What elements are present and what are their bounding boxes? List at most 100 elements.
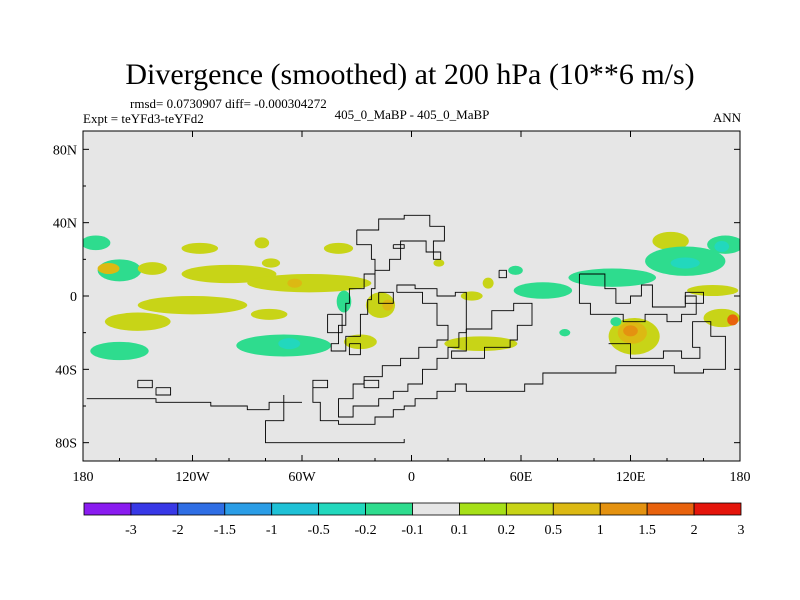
field-region-38: [623, 325, 638, 337]
y-tick-label-0: 80N: [53, 143, 77, 158]
colorbar-box-4: [271, 502, 320, 516]
colorbar-box-8: [459, 502, 507, 516]
land-outline-13: [155, 387, 172, 396]
x-tick-label-5: 120E: [616, 470, 646, 485]
colorbar-box-1: [130, 502, 179, 516]
field-region-18: [343, 334, 377, 350]
land-outline-3: [327, 313, 343, 334]
y-tick-label-2: 0: [70, 290, 77, 305]
land-outline-6: [363, 379, 380, 389]
expt-text: Expt = teYFd3-teYFd2: [83, 111, 204, 126]
land-outline-11: [265, 395, 405, 444]
land-outline-0: [330, 214, 445, 352]
colorbar-label-8: 0.2: [498, 523, 516, 538]
colorbar-box-2: [177, 502, 226, 516]
axis-layer: 180 120W 60W 0 60E 120E 180 80N 40N 0 40S 80S: [53, 131, 751, 485]
land-outline-4: [378, 291, 394, 304]
colorbar-label-11: 1.5: [638, 523, 656, 538]
colorbar-label-12: 2: [691, 523, 698, 538]
field-region-17: [336, 290, 352, 313]
colorbar-label-0: -3: [125, 523, 137, 538]
y-tick-label-1: 40N: [53, 217, 77, 232]
colorbar-label-9: 0.5: [545, 523, 563, 538]
x-tick-label-4: 60E: [510, 470, 533, 485]
land-outline-16: [498, 269, 507, 279]
field-region-0: [83, 235, 111, 251]
field-region-3: [137, 262, 167, 275]
colorbar-box-9: [505, 502, 554, 516]
x-tick-label-0: 180: [73, 470, 94, 485]
stats-text: rmsd= 0.0730907 diff= -0.000304272: [130, 96, 327, 111]
land-outline-9: [684, 291, 704, 304]
land-outline-layer: [86, 214, 726, 461]
colorbar-box-6: [365, 502, 413, 516]
colorbar-box-13: [693, 502, 742, 516]
field-region-22: [460, 291, 483, 301]
y-tick-label-4: 80S: [55, 437, 77, 452]
land-outline-1: [392, 244, 405, 249]
land-outline-5: [338, 284, 467, 418]
colorbar-label-6: -0.1: [401, 523, 423, 538]
colorbar: -3 -2 -1.5 -1 -0.5 -0.2 -0.1 0.1 0.2 0.5 1 1.5 2 3: [83, 502, 745, 538]
land-outline-2: [348, 343, 361, 356]
field-region-33: [687, 285, 739, 296]
colorbar-box-11: [599, 502, 648, 516]
field-region-10: [323, 242, 354, 254]
field-region-19: [365, 292, 396, 318]
field-region-21: [444, 336, 518, 351]
field-region-11: [137, 296, 248, 315]
colorbar-label-7: 0.1: [451, 523, 469, 538]
field-region-30: [670, 257, 700, 269]
chart-title: Divergence (smoothed) at 200 hPa (10**6 …: [125, 58, 694, 91]
x-tick-label-6: 180: [730, 470, 751, 485]
land-outline-14: [86, 398, 302, 411]
field-region-26: [513, 282, 573, 299]
field-region-5: [247, 274, 372, 293]
land-outline-17: [432, 251, 442, 260]
field-region-12: [104, 312, 171, 331]
land-outline-12: [137, 379, 153, 389]
colorbar-box-12: [646, 502, 695, 516]
field-region-8: [254, 237, 270, 249]
colorbar-box-0: [83, 502, 132, 516]
land-outline-8: [578, 273, 697, 323]
field-region-13: [90, 341, 149, 361]
field-region-9: [261, 258, 281, 268]
field-region-28: [652, 231, 689, 251]
field-region-6: [287, 278, 303, 288]
colorbar-label-13: 3: [738, 523, 745, 538]
field-layer: [83, 231, 740, 361]
colorbar-box-3: [224, 502, 273, 516]
y-tick-label-3: 40S: [55, 363, 77, 378]
colorbar-label-1: -2: [172, 523, 184, 538]
x-tick-label-3: 0: [408, 470, 415, 485]
x-tick-label-1: 120W: [175, 470, 210, 485]
season-text: ANN: [713, 110, 742, 125]
colorbar-box-10: [552, 502, 601, 516]
field-region-20: [382, 299, 394, 311]
land-outline-10: [312, 321, 726, 425]
field-region-7: [181, 242, 219, 254]
colorbar-label-10: 1: [597, 523, 604, 538]
colorbar-label-2: -1.5: [214, 523, 236, 538]
colorbar-label-4: -0.5: [308, 523, 330, 538]
field-region-2: [97, 263, 120, 274]
field-region-15: [278, 338, 301, 350]
field-region-39: [610, 317, 622, 327]
colorbar-label-5: -0.2: [354, 523, 376, 538]
field-region-27: [568, 268, 657, 287]
land-outline-7: [451, 302, 533, 359]
field-region-24: [433, 259, 445, 267]
x-tick-label-2: 60W: [288, 470, 316, 485]
field-region-23: [482, 277, 494, 289]
field-region-40: [559, 329, 571, 337]
field-region-25: [508, 265, 523, 275]
field-region-32: [714, 241, 730, 252]
colorbar-box-7: [412, 502, 460, 516]
field-region-35: [727, 314, 739, 326]
case-text: 405_0_MaBP - 405_0_MaBP: [335, 107, 490, 122]
field-region-16: [250, 308, 288, 320]
colorbar-label-3: -1: [266, 523, 278, 538]
colorbar-box-5: [318, 502, 366, 516]
